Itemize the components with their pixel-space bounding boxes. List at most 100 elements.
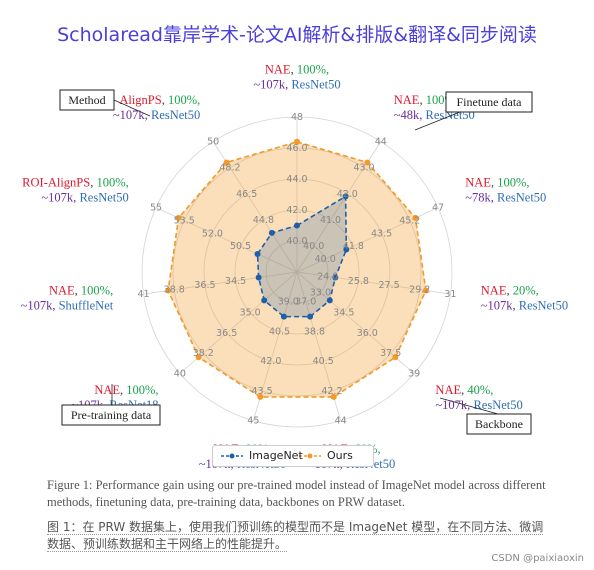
axis-pct-0: 100%, (297, 62, 329, 76)
series-area-imagenet (256, 194, 348, 318)
axis-label-line1-9: ROI-AlignPS, 100%, (22, 176, 129, 190)
axis-params-3: ~107k, (481, 299, 519, 313)
axis-sep-10: , (162, 93, 168, 107)
point-ours-0 (294, 138, 300, 145)
callout-label-3: Pre-training data (71, 408, 152, 422)
axis-pct-2: 100%, (497, 176, 529, 190)
point-ours-9 (175, 214, 182, 221)
axis-sep-2: , (491, 176, 497, 190)
tick-label-4-3: 37.5 (380, 348, 401, 359)
axis-sep-4: , (461, 383, 467, 397)
point-imagenet-4 (326, 297, 333, 304)
tick-label-10-0: 44.8 (253, 215, 274, 226)
tick-label-1-4: 44 (375, 137, 387, 148)
chart-legend: ImageNet Ours (212, 445, 374, 467)
axis-params-2: ~78k, (465, 191, 497, 205)
axis-params-1: ~48k, (394, 108, 426, 122)
axis-method-9: ROI-AlignPS (22, 176, 90, 190)
callout-box-1 (445, 91, 533, 113)
radar-ticks: 40.0 42.0 44.0 46.0 48 40.0 41.0 42.0 43.0 44 40.0… (138, 112, 457, 427)
radar-callouts: Method Finetune data Backbone Pre-training … (59, 89, 533, 435)
point-imagenet-9 (254, 250, 261, 257)
tick-label-5-1: 38.8 (304, 326, 325, 337)
axis-backbone-2: ResNet50 (497, 191, 546, 205)
point-ours-6 (257, 393, 264, 400)
tick-label-5-4: 44 (335, 416, 347, 427)
point-imagenet-1 (342, 193, 349, 200)
tick-label-8-3: 41 (138, 289, 150, 300)
tick-label-4-4: 39 (408, 369, 420, 380)
axis-label-line1-7: NAE, 100%, (94, 383, 158, 397)
axis-label-line2-10: ~107k, ResNet50 (113, 108, 200, 122)
axis-sep-8: , (75, 284, 81, 298)
axis-backbone-8: ShuffleNet (59, 299, 114, 313)
point-imagenet-2 (343, 246, 350, 253)
axis-sep-1: , (419, 93, 425, 107)
tick-label-0-0: 40.0 (286, 236, 307, 247)
axis-label-line2-8: ~107k, ShuffleNet (21, 299, 114, 313)
axis-pct-4: 40%, (467, 383, 493, 397)
point-imagenet-6 (280, 313, 287, 320)
tick-label-10-3: 50 (207, 137, 219, 148)
tick-label-6-4: 45 (247, 416, 259, 427)
axis-label-line1-10: AlignPS, 100%, (119, 93, 200, 107)
tick-label-0-2: 44.0 (286, 174, 307, 185)
tick-label-2-1: 41.8 (343, 241, 364, 252)
axis-method-8: NAE (49, 284, 75, 298)
tick-label-7-2: 38.2 (193, 348, 214, 359)
axis-backbone-9: ResNet50 (79, 191, 128, 205)
tick-label-6-3: 43.5 (251, 386, 272, 397)
tick-label-9-1: 52.0 (202, 228, 223, 239)
axis-label-line2-2: ~78k, ResNet50 (465, 191, 546, 205)
axis-label-line1-2: NAE, 100%, (465, 176, 529, 190)
radar-chart: 40.0 42.0 44.0 46.0 48 40.0 41.0 42.0 43.0 44 40.0… (21, 62, 569, 470)
point-ours-2 (412, 214, 419, 221)
point-imagenet-8 (255, 274, 262, 281)
axis-params-0: ~107k, (253, 77, 291, 91)
axis-label-line1-0: NAE, 100%, (265, 62, 329, 76)
axis-pct-8: 100%, (81, 284, 113, 298)
axis-label-line1-3: NAE, 20%, (481, 284, 539, 298)
callout-box-3 (61, 404, 161, 426)
point-imagenet-3 (332, 274, 339, 281)
callout-label-0: Method (68, 93, 105, 107)
axis-params-10: ~107k, (113, 108, 151, 122)
tick-label-7-3: 40 (174, 369, 186, 380)
tick-label-3-0: 24.0 (317, 271, 338, 282)
tick-label-1-0: 40.0 (303, 241, 324, 252)
point-imagenet-7 (261, 297, 268, 304)
axis-label-line2-4: ~107k, ResNet50 (435, 398, 522, 412)
point-ours-3 (422, 287, 429, 294)
tick-label-2-4: 47 (432, 203, 444, 214)
series-area-ours (167, 140, 427, 398)
axis-method-7: NAE (94, 383, 120, 397)
axis-label-line2-9: ~107k, ResNet50 (41, 191, 128, 205)
axis-method-2: NAE (465, 176, 491, 190)
axis-backbone-3: ResNet50 (519, 299, 568, 313)
axis-method-10: AlignPS (119, 93, 161, 107)
axis-sep-3: , (506, 284, 512, 298)
legend-imagenet: ImageNet (249, 449, 303, 462)
axis-label-line2-3: ~107k, ResNet50 (481, 299, 568, 313)
tick-label-1-3: 43.0 (353, 163, 374, 174)
axis-pct-10: 100%, (168, 93, 200, 107)
axis-params-4: ~107k, (435, 398, 473, 412)
tick-label-0-3: 46.0 (286, 143, 307, 154)
tick-label-4-0: 33.0 (310, 287, 331, 298)
axis-pct-9: 100%, (96, 176, 128, 190)
point-imagenet-5 (307, 313, 314, 320)
legend-ours: Ours (327, 449, 353, 462)
tick-label-8-1: 36.5 (194, 280, 215, 291)
callout-arrow-2 (439, 397, 499, 415)
callout-arrow-0 (113, 99, 151, 117)
tick-label-9-2: 53.5 (174, 215, 195, 226)
axis-params-8: ~107k, (21, 299, 59, 313)
banner-title: Scholaread靠岸学术-论文AI解析&排版&翻译&同步阅读 (57, 24, 537, 46)
axis-params-9: ~107k, (41, 191, 79, 205)
tick-label-0-1: 42.0 (286, 205, 307, 216)
tick-label-3-3: 29.2 (409, 285, 430, 296)
callout-label-2: Backbone (475, 417, 523, 431)
axis-pct-3: 20%, (513, 284, 539, 298)
axis-sep-0: , (291, 62, 297, 76)
tick-label-2-2: 43.5 (371, 228, 392, 239)
